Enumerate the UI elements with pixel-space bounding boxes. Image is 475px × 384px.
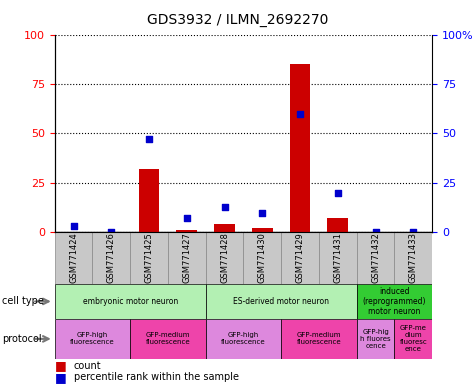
- Point: [183, 215, 190, 222]
- Text: protocol: protocol: [2, 334, 42, 344]
- Bar: [281, 232, 319, 284]
- Text: cell type: cell type: [2, 296, 44, 306]
- Bar: [327, 218, 348, 232]
- Bar: [252, 228, 273, 232]
- Point: [107, 229, 115, 235]
- Text: count: count: [74, 361, 101, 371]
- Point: [70, 223, 77, 230]
- Bar: [139, 169, 160, 232]
- Bar: [92, 232, 130, 284]
- Text: GSM771430: GSM771430: [258, 232, 267, 283]
- Text: ■: ■: [55, 371, 66, 384]
- Text: percentile rank within the sample: percentile rank within the sample: [74, 372, 238, 382]
- Bar: [290, 64, 311, 232]
- Text: GSM771432: GSM771432: [371, 232, 380, 283]
- Bar: [55, 284, 206, 319]
- Text: GSM771429: GSM771429: [295, 232, 304, 283]
- Point: [334, 190, 342, 196]
- Text: induced
(reprogrammed)
motor neuron: induced (reprogrammed) motor neuron: [363, 286, 426, 316]
- Text: GSM771424: GSM771424: [69, 232, 78, 283]
- Bar: [281, 319, 357, 359]
- Point: [372, 229, 380, 235]
- Bar: [395, 319, 432, 359]
- Bar: [130, 319, 206, 359]
- Point: [409, 229, 417, 235]
- Bar: [243, 232, 281, 284]
- Text: GFP-high
fluorescence: GFP-high fluorescence: [221, 333, 266, 345]
- Text: ■: ■: [55, 359, 66, 372]
- Bar: [55, 319, 130, 359]
- Point: [221, 204, 228, 210]
- Bar: [319, 232, 357, 284]
- Text: GFP-me
dium
fluoresc
ence: GFP-me dium fluoresc ence: [399, 325, 427, 353]
- Bar: [176, 230, 197, 232]
- Bar: [206, 284, 357, 319]
- Point: [258, 210, 266, 216]
- Bar: [395, 232, 432, 284]
- Bar: [206, 232, 243, 284]
- Text: GFP-hig
h fluores
cence: GFP-hig h fluores cence: [361, 329, 391, 349]
- Bar: [55, 232, 92, 284]
- Bar: [130, 232, 168, 284]
- Text: ES-derived motor neuron: ES-derived motor neuron: [233, 297, 329, 306]
- Text: GFP-high
fluorescence: GFP-high fluorescence: [70, 333, 114, 345]
- Text: GSM771431: GSM771431: [333, 232, 342, 283]
- Text: GSM771427: GSM771427: [182, 232, 191, 283]
- Text: GDS3932 / ILMN_2692270: GDS3932 / ILMN_2692270: [147, 13, 328, 27]
- Bar: [168, 232, 206, 284]
- Text: GFP-medium
fluorescence: GFP-medium fluorescence: [297, 333, 341, 345]
- Text: GSM771433: GSM771433: [409, 232, 418, 283]
- Point: [145, 136, 153, 142]
- Bar: [357, 232, 394, 284]
- Text: GSM771428: GSM771428: [220, 232, 229, 283]
- Text: GSM771426: GSM771426: [107, 232, 116, 283]
- Point: [296, 111, 304, 117]
- Text: GFP-medium
fluorescence: GFP-medium fluorescence: [146, 333, 190, 345]
- Text: embryonic motor neuron: embryonic motor neuron: [83, 297, 178, 306]
- Bar: [206, 319, 281, 359]
- Bar: [357, 319, 394, 359]
- Bar: [357, 284, 432, 319]
- Text: GSM771425: GSM771425: [144, 232, 153, 283]
- Bar: [214, 224, 235, 232]
